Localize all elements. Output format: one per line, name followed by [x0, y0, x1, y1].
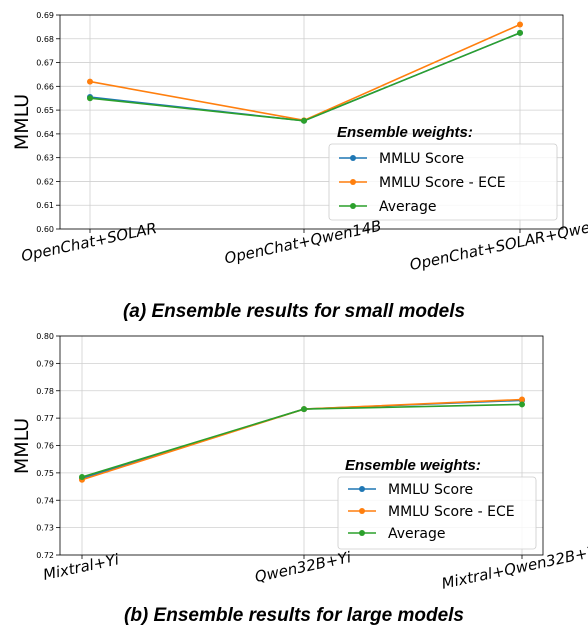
chart-a-caption: (a) Ensemble results for small models — [123, 301, 465, 322]
y-tick-label: 0.62 — [36, 177, 54, 186]
y-tick-label: 0.63 — [36, 154, 54, 163]
y-tick-label: 0.67 — [36, 59, 54, 68]
chart-b-series — [79, 396, 525, 483]
y-tick-label: 0.74 — [36, 496, 54, 505]
series-2-point — [519, 401, 525, 408]
y-tick-label: 0.69 — [36, 11, 54, 20]
y-tick-label: 0.65 — [36, 106, 54, 115]
chart-a-legend: Ensemble weights: MMLU Score MMLU Score -… — [328, 124, 558, 221]
chart-b-y-ticks: 0.72 0.73 0.74 0.75 0.76 0.77 0.78 0.79 0.80 — [36, 332, 60, 560]
y-tick-label: 0.72 — [36, 551, 54, 560]
chart-a-series — [87, 21, 523, 124]
series-1-point — [519, 396, 525, 403]
chart-a-y-ticks: 0.60 0.61 0.62 0.63 0.64 0.65 0.66 0.67 0.68 0.69 — [36, 11, 60, 234]
y-tick-label: 0.68 — [36, 35, 54, 44]
series-1-point — [87, 78, 93, 85]
chart-a-legend-items: MMLU Score MMLU Score - ECE Average — [339, 151, 506, 215]
series-2-point — [517, 29, 523, 36]
legend-swatch-marker — [350, 155, 356, 161]
y-tick-label: 0.61 — [36, 201, 54, 210]
y-tick-label: 0.60 — [36, 225, 54, 234]
chart-a-y-axis-label: MMLU — [11, 94, 33, 150]
y-tick-label: 0.73 — [36, 524, 54, 533]
x-category-label: Qwen32B+Yi — [253, 548, 353, 586]
chart-large-models: 0.720.730.740.750.760.770.780.790.80 Mix… — [11, 332, 588, 626]
y-tick-label: 0.75 — [36, 469, 54, 478]
y-tick-label: 0.78 — [36, 387, 54, 396]
legend-label: Average — [388, 526, 446, 542]
chart-b-legend-items: MMLU Score MMLU Score - ECE Average — [348, 482, 515, 542]
legend-label: MMLU Score — [379, 151, 464, 167]
y-tick-label: 0.80 — [36, 332, 54, 341]
legend-swatch-marker — [359, 508, 365, 514]
y-tick-label: 0.77 — [36, 414, 54, 423]
chart-a-legend-title: Ensemble weights: — [337, 124, 473, 141]
legend-label: MMLU Score - ECE — [388, 504, 515, 520]
chart-a-legend-box — [328, 143, 558, 221]
chart-b-caption: (b) Ensemble results for large models — [124, 605, 464, 626]
chart-a-frame — [59, 14, 564, 230]
legend-swatch-marker — [350, 179, 356, 185]
series-2-point — [79, 473, 85, 480]
legend-swatch-marker — [359, 530, 365, 536]
chart-b-y-axis-label: MMLU — [11, 418, 33, 474]
series-2-point — [301, 117, 307, 124]
y-tick-label: 0.79 — [36, 359, 54, 368]
y-tick-label: 0.76 — [36, 442, 54, 451]
legend-swatch-marker — [359, 486, 365, 492]
series-line-2 — [89, 32, 521, 122]
x-category-label: OpenChat+Qwen14B — [223, 217, 383, 268]
legend-label: Average — [379, 199, 437, 215]
y-tick-label: 0.64 — [36, 130, 54, 139]
chart-b-legend: Ensemble weights: MMLU Score MMLU Score -… — [337, 457, 537, 550]
series-2-point — [87, 95, 93, 102]
y-tick-label: 0.66 — [36, 82, 54, 91]
legend-label: MMLU Score — [388, 482, 473, 498]
series-line-0 — [89, 32, 521, 122]
legend-swatch-marker — [350, 203, 356, 209]
series-1-point — [517, 21, 523, 28]
series-2-point — [301, 406, 307, 413]
chart-small-models: 0.60 0.61 0.62 0.63 0.64 0.65 0.66 0.67 0.68 0.69… — [11, 11, 588, 322]
chart-b-legend-title: Ensemble weights: — [345, 457, 481, 474]
legend-label: MMLU Score - ECE — [379, 175, 506, 191]
chart-b-legend-box — [337, 476, 537, 550]
